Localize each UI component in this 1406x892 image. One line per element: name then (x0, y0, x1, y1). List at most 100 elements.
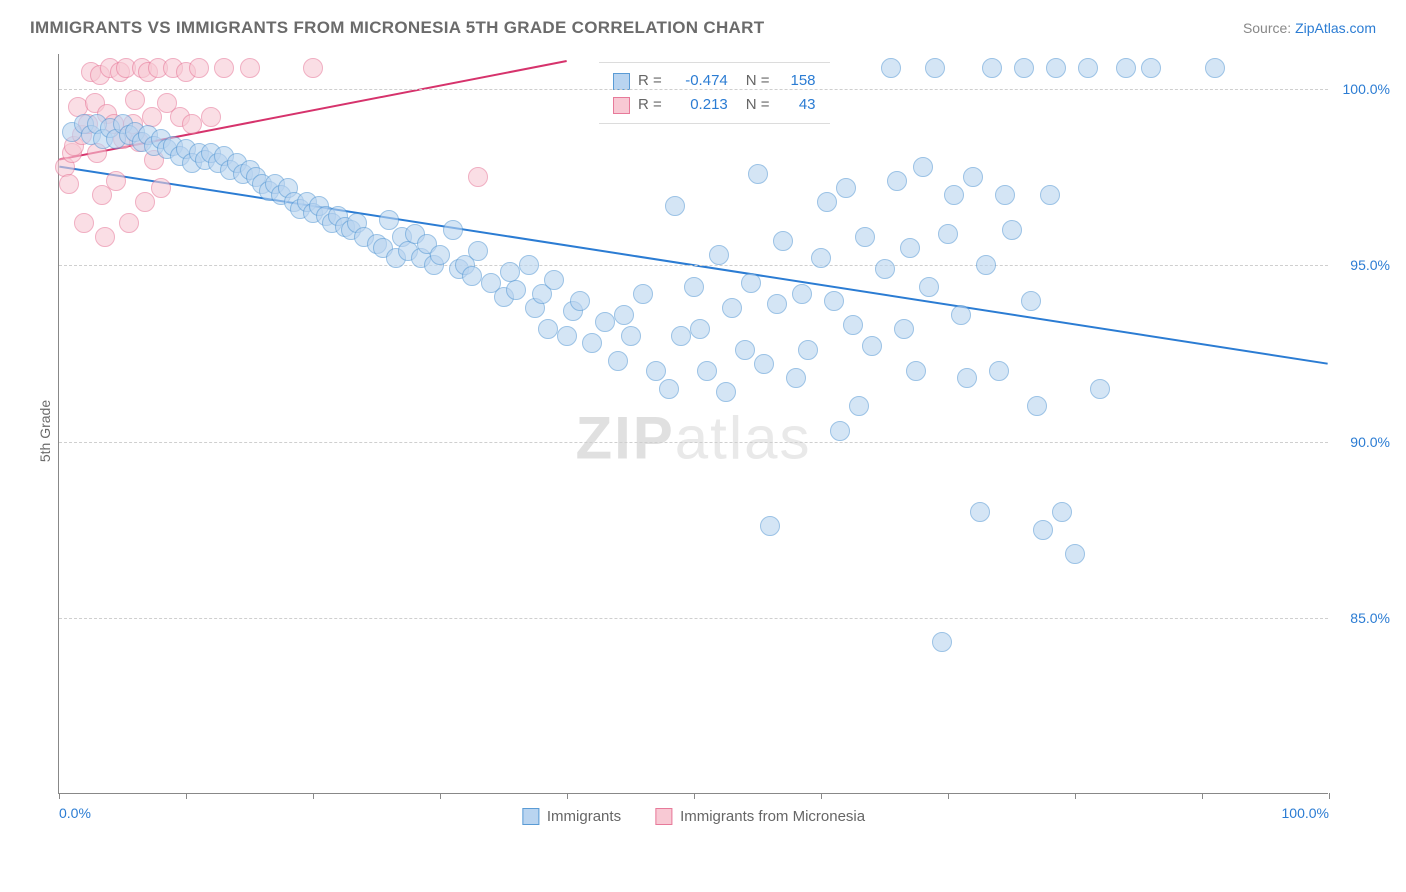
scatter-point-immigrants (995, 185, 1015, 205)
source-attribution: Source: ZipAtlas.com (1243, 20, 1376, 36)
legend-inset: R = -0.474 N = 158 R = 0.213 N = 43 (599, 62, 830, 124)
scatter-plot-area: ZIPatlas R = -0.474 N = 158 R = 0.213 N … (58, 54, 1328, 794)
y-tick-label: 85.0% (1350, 610, 1390, 626)
x-tick (948, 793, 949, 799)
scatter-point-immigrants (582, 333, 602, 353)
scatter-point-micronesia (151, 178, 171, 198)
x-tick-label: 100.0% (1282, 805, 1329, 821)
scatter-point-immigrants (767, 294, 787, 314)
scatter-point-immigrants (1078, 58, 1098, 78)
scatter-point-immigrants (538, 319, 558, 339)
scatter-point-immigrants (614, 305, 634, 325)
scatter-point-immigrants (1040, 185, 1060, 205)
scatter-point-immigrants (684, 277, 704, 297)
gridline-h (59, 265, 1328, 266)
swatch-micronesia-icon (613, 97, 630, 114)
scatter-point-immigrants (1027, 396, 1047, 416)
legend-row-micronesia: R = 0.213 N = 43 (613, 93, 816, 117)
scatter-point-immigrants (430, 245, 450, 265)
scatter-point-micronesia (182, 114, 202, 134)
scatter-point-immigrants (754, 354, 774, 374)
scatter-point-immigrants (621, 326, 641, 346)
scatter-point-immigrants (887, 171, 907, 191)
legend-n-value-micronesia: 43 (778, 93, 816, 117)
scatter-point-immigrants (836, 178, 856, 198)
y-tick-label: 95.0% (1350, 257, 1390, 273)
scatter-point-immigrants (709, 245, 729, 265)
scatter-point-immigrants (913, 157, 933, 177)
x-tick (567, 793, 568, 799)
scatter-point-immigrants (963, 167, 983, 187)
scatter-point-immigrants (817, 192, 837, 212)
scatter-point-immigrants (951, 305, 971, 325)
scatter-point-immigrants (506, 280, 526, 300)
swatch-immigrants-icon (613, 73, 630, 90)
scatter-point-immigrants (824, 291, 844, 311)
scatter-point-immigrants (894, 319, 914, 339)
scatter-point-immigrants (919, 277, 939, 297)
scatter-point-immigrants (1090, 379, 1110, 399)
scatter-point-immigrants (1021, 291, 1041, 311)
scatter-point-immigrants (735, 340, 755, 360)
scatter-point-micronesia (95, 227, 115, 247)
legend-item-micronesia: Immigrants from Micronesia (655, 808, 865, 825)
scatter-point-immigrants (665, 196, 685, 216)
scatter-point-immigrants (760, 516, 780, 536)
x-tick-label: 0.0% (59, 805, 91, 821)
x-tick (1075, 793, 1076, 799)
source-link[interactable]: ZipAtlas.com (1295, 20, 1376, 36)
scatter-point-micronesia (214, 58, 234, 78)
scatter-point-immigrants (855, 227, 875, 247)
swatch-immigrants-icon (522, 808, 539, 825)
scatter-point-micronesia (125, 90, 145, 110)
y-tick-label: 90.0% (1350, 434, 1390, 450)
swatch-micronesia-icon (655, 808, 672, 825)
scatter-point-immigrants (970, 502, 990, 522)
x-tick (1329, 793, 1330, 799)
scatter-point-immigrants (595, 312, 615, 332)
scatter-point-immigrants (786, 368, 806, 388)
scatter-point-immigrants (462, 266, 482, 286)
x-tick (59, 793, 60, 799)
x-tick (694, 793, 695, 799)
scatter-point-immigrants (570, 291, 590, 311)
scatter-point-immigrants (633, 284, 653, 304)
scatter-point-micronesia (106, 171, 126, 191)
scatter-point-immigrants (690, 319, 710, 339)
scatter-point-micronesia (74, 213, 94, 233)
y-axis-label: 5th Grade (37, 400, 53, 462)
scatter-point-immigrants (875, 259, 895, 279)
scatter-point-immigrants (862, 336, 882, 356)
scatter-point-immigrants (792, 284, 812, 304)
scatter-point-micronesia (303, 58, 323, 78)
x-tick (186, 793, 187, 799)
scatter-point-immigrants (938, 224, 958, 244)
scatter-point-micronesia (189, 58, 209, 78)
scatter-point-immigrants (1141, 58, 1161, 78)
source-label: Source: (1243, 20, 1291, 36)
scatter-point-immigrants (443, 220, 463, 240)
gridline-h (59, 89, 1328, 90)
legend-item-immigrants: Immigrants (522, 808, 621, 825)
scatter-point-immigrants (1046, 58, 1066, 78)
scatter-point-immigrants (741, 273, 761, 293)
scatter-point-immigrants (646, 361, 666, 381)
scatter-point-immigrants (1052, 502, 1072, 522)
scatter-point-immigrants (944, 185, 964, 205)
scatter-point-immigrants (1205, 58, 1225, 78)
scatter-point-immigrants (957, 368, 977, 388)
scatter-point-immigrants (773, 231, 793, 251)
scatter-point-immigrants (798, 340, 818, 360)
scatter-point-immigrants (544, 270, 564, 290)
scatter-point-immigrants (925, 58, 945, 78)
scatter-point-immigrants (976, 255, 996, 275)
scatter-point-immigrants (671, 326, 691, 346)
legend-r-value-micronesia: 0.213 (670, 93, 728, 117)
scatter-point-immigrants (608, 351, 628, 371)
x-tick (313, 793, 314, 799)
x-tick (821, 793, 822, 799)
scatter-point-micronesia (59, 174, 79, 194)
scatter-point-immigrants (1002, 220, 1022, 240)
scatter-point-immigrants (989, 361, 1009, 381)
scatter-point-micronesia (119, 213, 139, 233)
